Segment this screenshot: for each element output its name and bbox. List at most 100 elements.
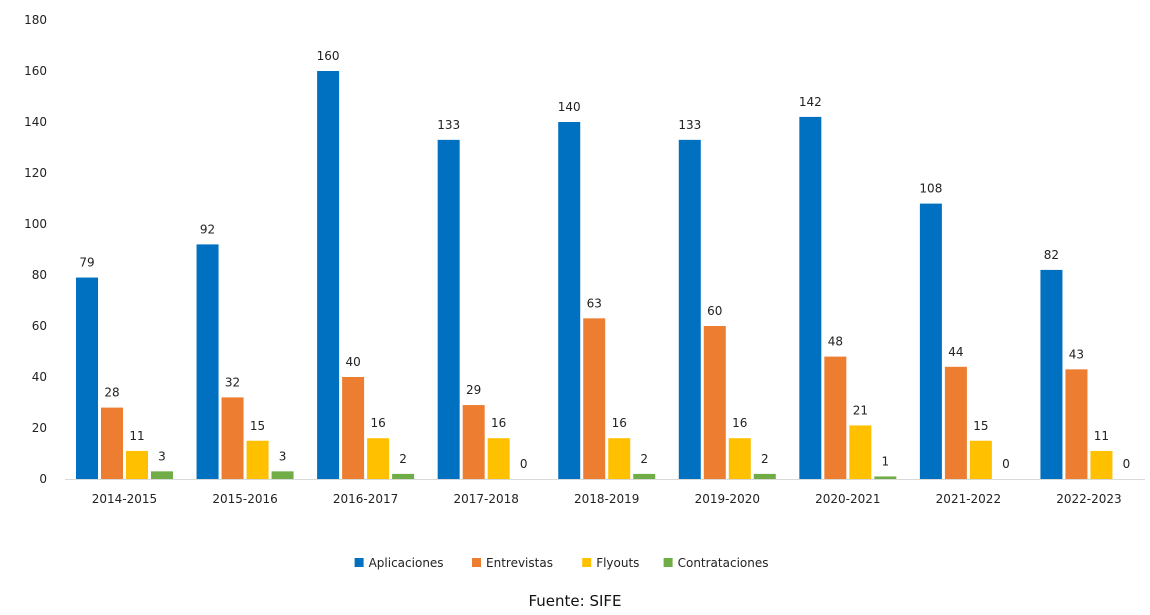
legend-swatch-contrataciones <box>663 558 673 567</box>
legend-swatch-aplicaciones <box>354 558 364 567</box>
bar-contrataciones <box>392 473 415 479</box>
source-note: Fuente: SIFE <box>528 592 622 610</box>
x-tick-label: 2022-2023 <box>1056 492 1121 506</box>
data-label: 0 <box>1002 457 1010 471</box>
data-label: 0 <box>1123 457 1131 471</box>
bar-flyouts <box>849 425 872 479</box>
y-tick-label: 140 <box>24 115 47 129</box>
y-tick-label: 0 <box>39 472 47 486</box>
data-label: 15 <box>973 419 988 433</box>
legend-label: Entrevistas <box>486 556 553 570</box>
x-tick-label: 2018-2019 <box>574 492 639 506</box>
y-axis: 0 20 40 60 80 100 120 140 160 180 <box>24 13 47 486</box>
data-label: 1 <box>882 454 890 468</box>
bar-entrevistas <box>703 326 726 479</box>
x-tick-label: 2017-2018 <box>453 492 518 506</box>
data-label: 44 <box>948 345 963 359</box>
data-label: 43 <box>1069 347 1084 361</box>
data-label: 160 <box>317 49 340 63</box>
x-tick-label: 2014-2015 <box>92 492 157 506</box>
y-tick-label: 180 <box>24 13 47 27</box>
data-label: 0 <box>520 457 528 471</box>
bar-flyouts <box>728 438 751 479</box>
legend-swatch-entrevistas <box>472 558 481 567</box>
bar-entrevistas <box>342 377 365 479</box>
data-label: 2 <box>640 452 648 466</box>
data-label: 29 <box>466 383 481 397</box>
bar-aplicaciones <box>1040 269 1063 479</box>
x-tick-label: 2015-2016 <box>212 492 277 506</box>
bar-aplicaciones <box>76 277 98 479</box>
bar-contrataciones <box>874 476 897 479</box>
bar-entrevistas <box>583 318 606 479</box>
bar-contrataciones <box>151 471 173 479</box>
bar-flyouts <box>126 450 148 479</box>
legend-label: Flyouts <box>596 556 639 570</box>
bar-entrevistas <box>462 405 485 479</box>
data-label: 11 <box>129 429 144 443</box>
bars: 7928113923215316040162133291601406316213… <box>76 49 1131 480</box>
x-axis: 2014-2015 2015-2016 2016-2017 2017-2018 2018… <box>92 492 1122 506</box>
y-tick-label: 120 <box>24 166 47 180</box>
y-tick-label: 20 <box>32 421 47 435</box>
bar-aplicaciones <box>196 244 219 479</box>
bar-aplicaciones <box>799 116 822 480</box>
bar-aplicaciones <box>317 71 340 479</box>
data-label: 48 <box>828 335 843 349</box>
data-label: 60 <box>707 304 722 318</box>
legend: Aplicaciones Entrevistas Flyouts Contrataci… <box>354 556 769 570</box>
legend-swatch-flyouts <box>582 558 592 567</box>
data-label: 3 <box>158 449 166 463</box>
data-label: 79 <box>79 256 94 270</box>
data-label: 3 <box>279 449 287 463</box>
bar-aplicaciones <box>558 122 581 479</box>
y-tick-label: 100 <box>24 217 47 231</box>
bar-entrevistas <box>824 356 847 479</box>
data-label: 92 <box>200 222 215 236</box>
data-label: 15 <box>250 419 265 433</box>
data-label: 11 <box>1094 429 1109 443</box>
x-tick-label: 2021-2022 <box>936 492 1001 506</box>
y-tick-label: 60 <box>32 319 47 333</box>
x-tick-label: 2019-2020 <box>695 492 760 506</box>
x-tick-label: 2020-2021 <box>815 492 880 506</box>
y-tick-label: 160 <box>24 64 47 78</box>
data-label: 108 <box>919 182 942 196</box>
bar-entrevistas <box>101 407 123 479</box>
data-label: 28 <box>104 386 119 400</box>
legend-label: Contrataciones <box>678 556 769 570</box>
bar-entrevistas <box>944 366 967 479</box>
y-tick-label: 40 <box>32 370 47 384</box>
data-label: 21 <box>853 403 868 417</box>
data-label: 142 <box>799 95 822 109</box>
bar-contrataciones <box>271 471 294 479</box>
bar-entrevistas <box>1065 369 1088 479</box>
data-label: 40 <box>345 355 360 369</box>
data-label: 140 <box>558 100 581 114</box>
bar-aplicaciones <box>437 139 460 479</box>
data-label: 63 <box>587 296 602 310</box>
bar-contrataciones <box>753 473 776 479</box>
data-label: 16 <box>732 416 747 430</box>
data-label: 2 <box>399 452 407 466</box>
bar-aplicaciones <box>678 139 701 479</box>
data-label: 16 <box>491 416 506 430</box>
bar-contrataciones <box>633 473 656 479</box>
bar-flyouts <box>246 440 269 479</box>
y-tick-label: 80 <box>32 268 47 282</box>
data-label: 32 <box>225 375 240 389</box>
bar-flyouts <box>969 440 992 479</box>
data-label: 82 <box>1044 248 1059 262</box>
data-label: 133 <box>437 118 460 132</box>
data-label: 16 <box>370 416 385 430</box>
data-label: 16 <box>612 416 627 430</box>
data-label: 133 <box>678 118 701 132</box>
bar-aplicaciones <box>919 203 942 479</box>
bar-flyouts <box>1090 450 1113 479</box>
bar-flyouts <box>367 438 390 479</box>
bar-flyouts <box>608 438 631 479</box>
bar-flyouts <box>487 438 510 479</box>
bar-entrevistas <box>221 397 244 479</box>
legend-label: Aplicaciones <box>369 556 444 570</box>
